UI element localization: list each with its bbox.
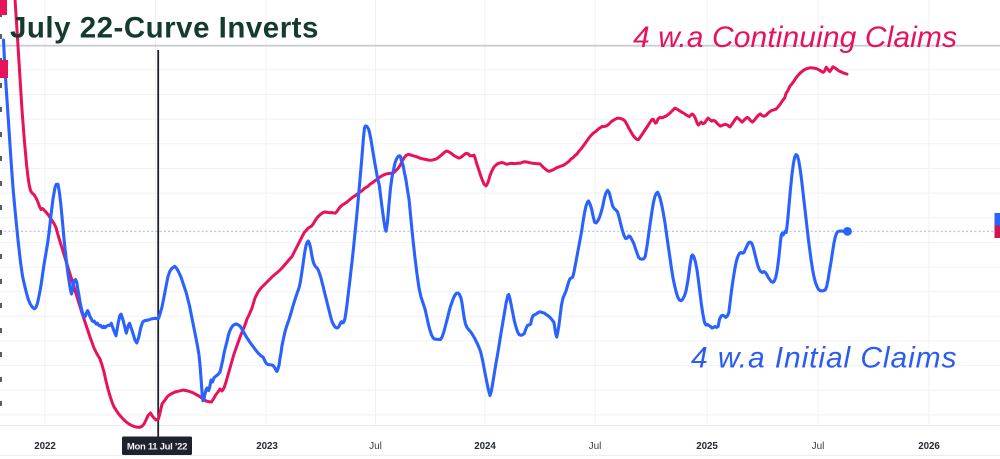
svg-text:4 w.a Continuing Claims: 4 w.a Continuing Claims xyxy=(633,21,957,54)
svg-text:July 22-Curve Inverts: July 22-Curve Inverts xyxy=(10,12,319,45)
svg-text:Mon 11 Jul ’22: Mon 11 Jul ’22 xyxy=(127,442,187,453)
svg-text:2026: 2026 xyxy=(918,441,940,452)
svg-text:2022: 2022 xyxy=(34,441,56,452)
svg-text:4 w.a Initial Claims: 4 w.a Initial Claims xyxy=(691,342,957,375)
svg-text:2025: 2025 xyxy=(696,441,718,452)
svg-text:Jul: Jul xyxy=(812,441,825,452)
svg-text:Jul: Jul xyxy=(369,441,382,452)
svg-text:2023: 2023 xyxy=(256,441,278,452)
svg-text:Jul: Jul xyxy=(589,441,602,452)
svg-text:2024: 2024 xyxy=(474,441,496,452)
